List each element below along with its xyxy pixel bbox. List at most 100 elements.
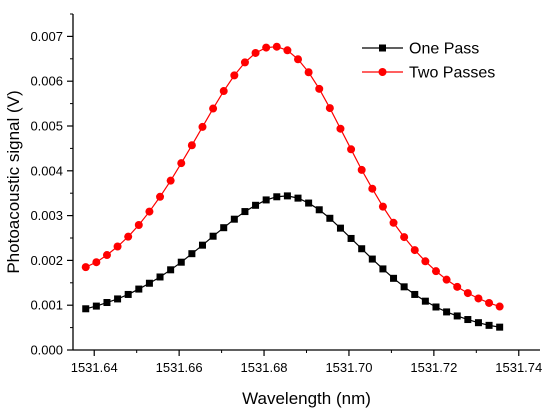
data-point (378, 202, 387, 211)
data-point (442, 275, 451, 284)
series-line (85, 46, 500, 308)
data-point (443, 308, 451, 316)
data-point (315, 206, 323, 214)
data-point (198, 122, 207, 131)
data-point (134, 221, 143, 230)
y-tick-label: 0.003 (30, 208, 63, 223)
x-tick-label: 1531.70 (325, 360, 372, 375)
data-point (272, 42, 281, 51)
series-line (85, 195, 500, 328)
axes-group: 0.000 0.001 0.002 0.003 0.004 0.005 0.006 0.007… (30, 13, 542, 375)
data-point (251, 48, 260, 57)
data-point (219, 87, 228, 96)
data-point (496, 323, 504, 331)
data-point (463, 289, 472, 298)
data-point (230, 215, 238, 223)
data-point (432, 303, 440, 311)
data-point (283, 192, 291, 200)
x-tick-label: 1531.64 (71, 360, 118, 375)
y-tick-label: 0.007 (30, 29, 63, 44)
data-point (410, 246, 419, 255)
data-point (421, 257, 430, 266)
data-point (464, 316, 472, 324)
legend-circle-marker (378, 68, 387, 76)
data-point (166, 176, 175, 185)
data-point (400, 233, 409, 242)
data-point (252, 201, 260, 209)
data-point (209, 232, 217, 240)
y-tick-label: 0.000 (30, 343, 63, 358)
data-point (145, 207, 154, 216)
y-tick-label: 0.001 (30, 298, 63, 313)
data-point (421, 297, 429, 305)
y-tick-label: 0.006 (30, 74, 63, 89)
x-tick-label: 1531.74 (495, 360, 542, 375)
series-layer (81, 42, 504, 331)
data-point (474, 319, 482, 327)
y-tick-label: 0.004 (30, 163, 63, 178)
x-tick-label: 1531.72 (410, 360, 457, 375)
data-point (82, 305, 90, 313)
data-point (325, 104, 334, 113)
data-point (113, 242, 122, 251)
y-axis-title: Photoacoustic signal (V) (4, 90, 23, 273)
data-point (230, 71, 239, 80)
data-point (294, 194, 302, 202)
data-point (389, 218, 398, 227)
legend-item: Two Passes (362, 65, 495, 82)
data-point (453, 312, 461, 320)
data-point (336, 224, 344, 232)
x-tick-label: 1531.68 (241, 360, 288, 375)
data-point (124, 290, 132, 298)
data-point (145, 279, 153, 287)
data-point (400, 283, 408, 291)
data-point (198, 241, 206, 249)
data-point (305, 199, 313, 207)
data-point (390, 274, 398, 282)
legend-square-marker (379, 44, 386, 52)
data-point (220, 224, 228, 232)
series-two-passes (81, 42, 504, 311)
data-point (209, 104, 218, 113)
data-point (156, 192, 165, 201)
data-point (358, 245, 366, 253)
data-point (262, 196, 270, 204)
data-point (92, 258, 101, 267)
legend-item: One Pass (362, 41, 479, 58)
data-point (336, 124, 345, 133)
data-point (495, 302, 504, 311)
data-point (81, 263, 90, 272)
data-point (368, 184, 377, 193)
data-point (357, 165, 366, 174)
data-point (453, 282, 462, 291)
data-point (304, 68, 313, 77)
data-point (485, 298, 494, 307)
data-point (485, 321, 493, 329)
data-point (283, 46, 292, 55)
data-point (273, 193, 281, 201)
data-point (103, 299, 111, 307)
data-point (135, 285, 143, 293)
data-point (431, 267, 440, 276)
data-point (240, 58, 249, 67)
legend: One Pass Two Passes (362, 41, 495, 82)
data-point (177, 159, 186, 168)
data-point (326, 214, 334, 222)
data-point (347, 234, 355, 242)
y-tick-label: 0.002 (30, 253, 63, 268)
legend-label: One Pass (409, 41, 479, 58)
data-point (92, 302, 100, 310)
data-point (315, 84, 324, 93)
data-point (241, 208, 249, 216)
data-point (474, 294, 483, 303)
data-point (177, 258, 185, 266)
data-point (262, 43, 271, 52)
data-point (167, 266, 175, 274)
data-point (156, 273, 164, 281)
data-point (124, 232, 133, 241)
data-point (102, 251, 111, 260)
data-point (368, 255, 376, 263)
data-point (347, 145, 356, 154)
data-point (379, 265, 387, 273)
